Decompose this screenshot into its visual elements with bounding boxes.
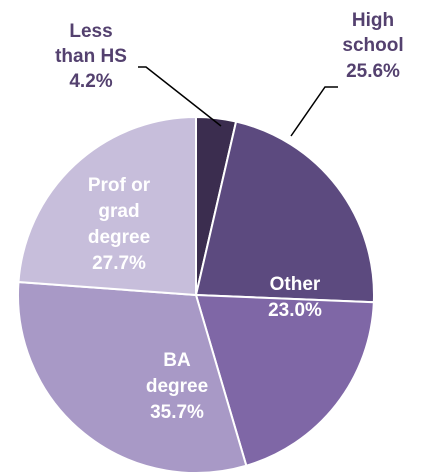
slice-label-line: than HS — [55, 46, 127, 67]
slice-value-label: 23.0% — [268, 300, 322, 321]
slice-label-line: High — [352, 10, 394, 31]
slice-label-less-than-hs: Less than HS 4.2% — [55, 21, 127, 92]
slice-value-label: 4.2% — [69, 71, 112, 92]
leader-lines — [138, 66, 338, 137]
leader-line-less-than-hs — [138, 66, 222, 127]
slice-value-label: 35.7% — [150, 402, 204, 423]
slice-value-label: 25.6% — [346, 61, 400, 82]
slice-label-high-school: High school 25.6% — [342, 10, 403, 82]
slice-label-line: school — [342, 35, 403, 56]
slice-label-line: degree — [146, 376, 208, 397]
slice-label-line: Prof or — [88, 175, 151, 196]
slice-label-line: grad — [98, 201, 139, 222]
slice-label-line: BA — [163, 350, 191, 371]
slice-label-line: Other — [270, 274, 321, 295]
slice-label-other: Other 23.0% — [268, 274, 322, 321]
slice-label-line: Less — [69, 21, 112, 42]
slice-label-prof-or-grad-degree: Prof or grad degree 27.7% — [88, 175, 151, 274]
pie-slice-2 — [194, 293, 375, 467]
slice-value-label: 27.7% — [92, 253, 146, 274]
slice-label-ba-degree: BA degree 35.7% — [146, 350, 208, 423]
pie-slices — [17, 115, 375, 473]
slice-label-line: degree — [88, 227, 150, 248]
pie-slice-1 — [194, 120, 375, 304]
pie-slice-4 — [17, 115, 197, 297]
leader-line-high-school — [290, 86, 338, 137]
